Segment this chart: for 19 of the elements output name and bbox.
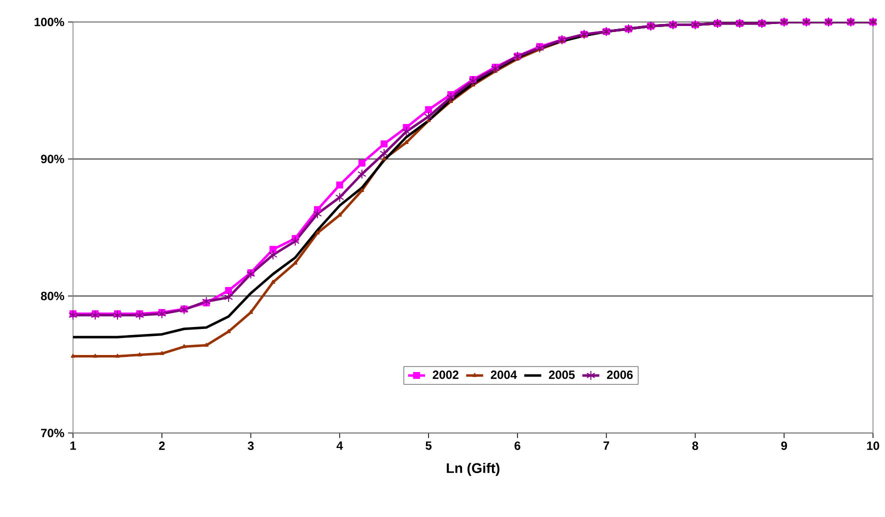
- y-tick-label: 90%: [40, 154, 64, 164]
- legend-label: 2006: [606, 370, 633, 379]
- x-tick-label: 8: [692, 442, 698, 450]
- x-tick-label: 2: [158, 442, 165, 450]
- legend-label: 2004: [490, 370, 517, 379]
- y-tick-label: 70%: [41, 428, 64, 438]
- x-tick-label: 1: [70, 442, 76, 450]
- x-tick-label: 7: [604, 442, 610, 450]
- x-tick-label: 6: [514, 442, 520, 450]
- x-tick-label: 9: [781, 442, 787, 450]
- x-tick-label: 4: [336, 442, 343, 450]
- x-tick-label: 3: [248, 442, 254, 450]
- y-tick-label: 100%: [34, 18, 64, 26]
- legend-label: 2002: [432, 370, 458, 379]
- x-tick-label: 10: [867, 442, 880, 450]
- y-tick-label: 80%: [40, 292, 64, 300]
- x-axis-title: Ln (Gift): [446, 462, 500, 476]
- legend-label: 2005: [548, 370, 575, 379]
- x-tick-label: 5: [426, 442, 432, 450]
